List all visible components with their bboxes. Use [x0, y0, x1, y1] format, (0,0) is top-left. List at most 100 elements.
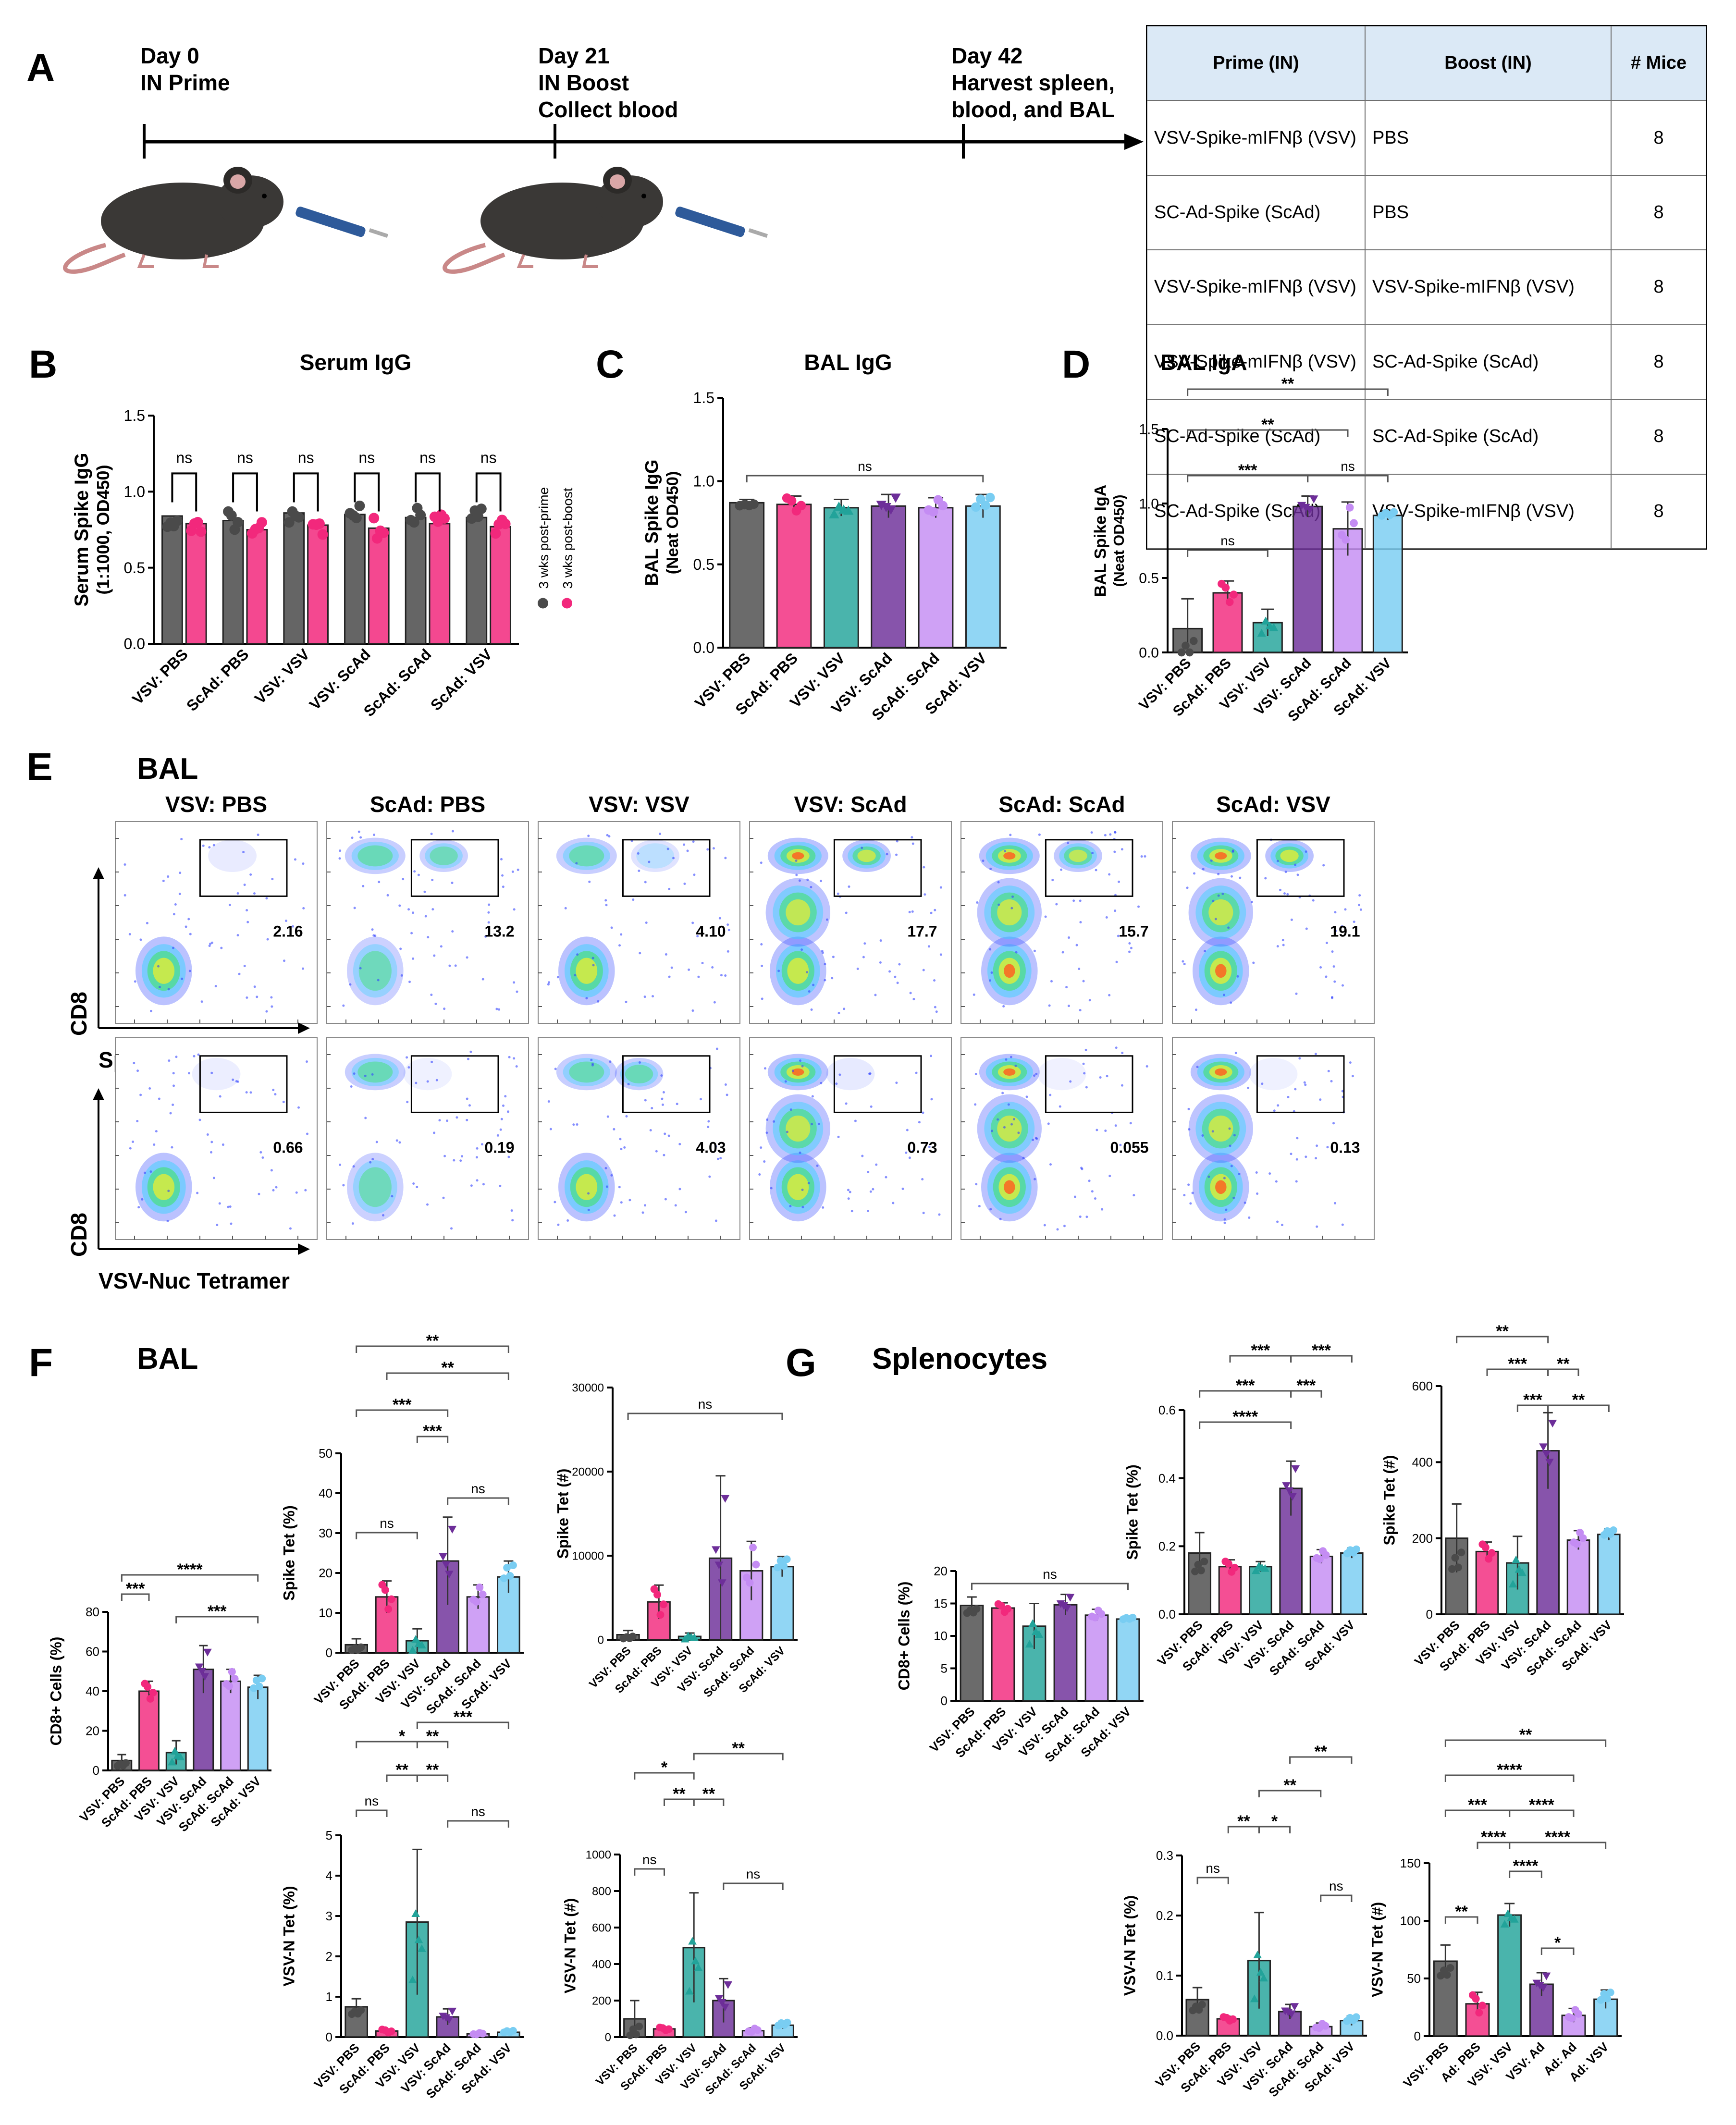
- flow-plot-event: [416, 1186, 419, 1189]
- flow-plot-event: [1010, 1123, 1013, 1126]
- flow-plot-event: [249, 1091, 252, 1094]
- flow-plot-event: [548, 981, 551, 984]
- chart-g3-sig-bracket: **: [1547, 1355, 1579, 1376]
- flow-plot-event: [1204, 950, 1207, 953]
- flow-plot-event: [644, 1099, 647, 1102]
- flow-plot-event: [1088, 999, 1091, 1002]
- chart-f2-bracket-line: [356, 1409, 449, 1417]
- chart-g3-point: [1485, 1555, 1493, 1563]
- chart-d-point: [1230, 590, 1238, 599]
- flow-plot-event: [1252, 961, 1255, 964]
- flow-plot-event: [1286, 893, 1289, 896]
- flow-plot-event: [711, 966, 714, 969]
- flow-plot-event: [576, 1123, 579, 1126]
- flow-plot-event: [912, 998, 915, 1001]
- chart-g1-bar: [960, 1605, 984, 1702]
- chart-g4-point: [1229, 2015, 1237, 2023]
- flow-plot-event: [1349, 1061, 1352, 1064]
- chart-g3-point: [1548, 1420, 1557, 1428]
- flow-plot-event: [162, 880, 165, 883]
- chart-f5-point: [714, 1995, 724, 2003]
- chart-g2-point: [1231, 1563, 1239, 1572]
- flow-plot-event: [1287, 1095, 1290, 1098]
- flow-plot-event: [906, 1129, 909, 1131]
- flow-plot-event: [1004, 850, 1007, 853]
- flow-plot-event: [714, 1219, 717, 1222]
- flow-plot-event: [197, 1053, 200, 1056]
- flow-plot-event: [208, 846, 211, 849]
- chart-f5-point: [626, 2031, 634, 2039]
- flow-plot-event: [272, 1189, 275, 1191]
- flow-plot-event: [266, 938, 269, 941]
- flow-plot-density: [1215, 1068, 1227, 1076]
- flow-plot-density: [353, 1160, 397, 1214]
- chart-g2-point: [1288, 1493, 1297, 1501]
- flow-plot-event: [453, 1159, 456, 1162]
- chart-g1-sig-label: ns: [1043, 1567, 1057, 1582]
- flow-plot-event: [504, 1095, 507, 1098]
- flow-plot-event: [426, 1203, 429, 1206]
- flow-plot-event: [688, 968, 690, 971]
- chart-g1-point: [1062, 1604, 1071, 1612]
- chart-g4-y-tick-label: 0.0: [1156, 2028, 1173, 2043]
- flow-plot-event: [693, 873, 696, 876]
- flow-plot-event: [352, 1165, 355, 1168]
- flow-plot-event: [1017, 1131, 1020, 1134]
- flow-plot-event: [178, 893, 181, 896]
- flow-plot-event: [1085, 1086, 1088, 1089]
- chart-f4-y-tick-label: 3: [326, 1909, 332, 1923]
- flow-plot-event: [169, 1112, 172, 1115]
- flow-plot-event: [1118, 880, 1120, 883]
- flow-plot-event: [261, 1156, 264, 1159]
- flow-plot-gate: [833, 1055, 922, 1113]
- flow-plot-event: [210, 941, 213, 944]
- flow-plot-event: [549, 1128, 552, 1130]
- chart-g4-point: [1287, 2010, 1296, 2018]
- flow-plot-event: [488, 903, 491, 906]
- table-cell: 8: [1611, 324, 1706, 400]
- flow-plot-event: [1010, 1056, 1012, 1058]
- flow-plot-event: [415, 1081, 418, 1084]
- chart-f3-point: [752, 1560, 760, 1569]
- flow-plot-event: [861, 1155, 864, 1157]
- flow-plot-event: [798, 879, 801, 882]
- flow-plot-density: [1280, 849, 1299, 862]
- flow-plot-density: [792, 1068, 804, 1076]
- flow-plot: 0.19: [326, 1037, 529, 1240]
- flow-plot-event: [1186, 886, 1189, 889]
- chart-g2-sig-bracket: ***: [1229, 1341, 1292, 1363]
- chart-b-bar: [161, 515, 183, 645]
- flow-plot-event: [758, 1173, 761, 1176]
- flow-plot-event: [708, 1175, 711, 1178]
- flow-plot-event: [294, 858, 296, 861]
- flow-plot-density: [631, 839, 679, 872]
- chart-g4-sig-bracket: ns: [1196, 1861, 1229, 1884]
- flow-plot-event: [1113, 850, 1116, 853]
- flow-plot-event: [1010, 907, 1013, 909]
- chart-d-axes: 0.0 0.5 1.0 1.5 BAL Spike IgA (Neat OD450) BAL…: [1092, 350, 1408, 661]
- flow-plot-gate: [1256, 1055, 1345, 1113]
- chart-f4-bracket-line: [416, 1774, 449, 1782]
- chart-f2-point: [384, 1605, 393, 1613]
- flow-plot-event: [1119, 1143, 1122, 1146]
- flow-plot-event: [212, 844, 215, 847]
- chart-g3-point: [1451, 1554, 1459, 1562]
- flow-plot-event: [989, 1208, 992, 1211]
- chart-f3-bar: [770, 1566, 794, 1641]
- chart-b-point: [196, 526, 207, 537]
- flow-plot-event: [806, 971, 809, 974]
- flow-plot-event: [172, 1084, 175, 1087]
- chart-b-bar: [368, 527, 390, 645]
- chart-f1-point: [149, 1688, 157, 1696]
- flow-plot-event: [1225, 1208, 1228, 1211]
- flow-plot-event: [556, 976, 559, 979]
- flow-plot-event: [1296, 873, 1299, 876]
- flow-plot-event: [1182, 960, 1184, 963]
- flow-plot: 17.7: [749, 821, 952, 1024]
- flow-plot-density: [997, 1115, 1022, 1142]
- chart-g1-bracket-line: [971, 1583, 1129, 1590]
- flow-plot-event: [808, 990, 811, 993]
- flow-plot-event: [423, 890, 426, 893]
- flow-plot-event: [1229, 1144, 1231, 1147]
- flow-plot-event: [1191, 1191, 1194, 1194]
